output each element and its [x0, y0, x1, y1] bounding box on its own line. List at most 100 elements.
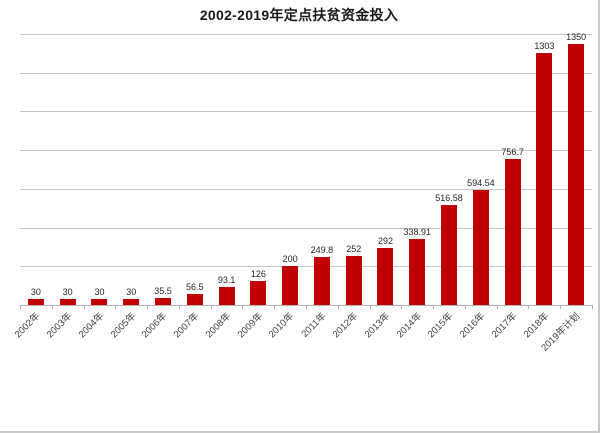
- value-label: 30: [94, 287, 105, 298]
- x-axis-label: 2008年: [203, 310, 234, 341]
- gridline: [20, 188, 592, 190]
- x-axis-label: 2007年: [171, 310, 202, 341]
- x-axis-label: 2013年: [362, 310, 392, 341]
- bar-slot: 30: [115, 34, 147, 305]
- value-label: 252: [346, 244, 362, 255]
- bar: [27, 299, 44, 305]
- value-label: 516.58: [435, 193, 463, 204]
- value-label: 594.54: [467, 177, 495, 188]
- x-axis-label: 2017年: [489, 310, 520, 341]
- gridline: [20, 150, 592, 152]
- value-label: 200: [282, 254, 298, 265]
- bar: [282, 266, 299, 305]
- bar: [536, 52, 553, 305]
- x-axis-label: 2004年: [76, 310, 106, 341]
- bar-slot: 1303: [529, 34, 561, 305]
- value-label: 292: [377, 236, 393, 247]
- bar: [504, 158, 521, 305]
- gridline: [20, 266, 592, 268]
- axis-tick: [369, 305, 371, 309]
- axis-tick: [51, 305, 53, 309]
- bar: [91, 299, 108, 305]
- axis-tick: [274, 305, 276, 309]
- axis-tick: [306, 305, 307, 309]
- bar-slot: 252: [338, 34, 370, 305]
- gridline: [20, 227, 592, 229]
- bar: [59, 299, 76, 305]
- gridline: [20, 111, 592, 113]
- bar: [186, 294, 203, 305]
- axis-tick: [242, 305, 244, 309]
- bar-slot: 30: [52, 34, 84, 305]
- x-axis-label: 2015年: [426, 310, 456, 341]
- bar-slot: 516.58: [433, 34, 465, 305]
- bar-slot: 594.54: [465, 34, 497, 305]
- bar: [568, 43, 585, 305]
- bar: [123, 299, 140, 305]
- axis-tick: [528, 305, 530, 309]
- axis-tick: [20, 305, 21, 309]
- axis-tick: [592, 305, 593, 309]
- bar-slot: 35.5: [147, 34, 179, 305]
- bar: [441, 205, 458, 305]
- bar-slot: 1350: [560, 32, 592, 305]
- x-axis-label: 2011年: [299, 310, 329, 340]
- bar-slot: 338.91: [401, 34, 433, 305]
- value-label: 30: [62, 287, 73, 298]
- x-axis-label: 2003年: [44, 310, 75, 341]
- bar-slot: 249.8: [306, 34, 338, 305]
- axis-tick: [337, 305, 339, 309]
- axis-tick: [83, 305, 85, 309]
- bar: [377, 248, 394, 305]
- axis-tick: [464, 305, 466, 309]
- axis-tick: [115, 305, 117, 309]
- axis-tick: [147, 305, 149, 309]
- value-label: 56.5: [186, 282, 204, 293]
- bar: [250, 280, 267, 305]
- value-label: 35.5: [154, 286, 172, 297]
- value-label: 93.1: [217, 274, 236, 285]
- plot-area: 30 30 30 30 35.5 56.5 93.1 126 200 249.8 252 292 338…: [20, 32, 593, 309]
- bar: [409, 239, 426, 305]
- bars-container: 30 30 30 30 35.5 56.5 93.1 126 200 249.8 252 292 338…: [20, 32, 592, 305]
- bar-slot: 93.1: [211, 34, 243, 305]
- value-label: 126: [250, 268, 266, 279]
- x-axis-labels: 2002年 2003年 2004年 2005年 2006年 2007年 2008年 2009年…: [13, 305, 592, 365]
- bar: [218, 286, 235, 305]
- bar: [313, 256, 330, 305]
- x-axis-label: 2018年: [521, 310, 551, 341]
- bar-slot: 30: [84, 34, 116, 305]
- x-axis-label: 2014年: [394, 310, 424, 341]
- value-label: 1303: [534, 40, 555, 51]
- x-axis-label: 2002年: [12, 310, 43, 341]
- bar: [155, 298, 172, 305]
- axis-tick: [496, 305, 498, 309]
- bar-slot: 56.5: [179, 34, 211, 305]
- value-label: 30: [126, 287, 137, 298]
- bar-slot: 200: [274, 34, 306, 305]
- bar-slot: 756.7: [497, 34, 529, 305]
- value-label: 249.8: [310, 244, 334, 255]
- x-axis-label: 2009年: [235, 310, 265, 341]
- bar-slot: 292: [370, 34, 402, 305]
- bar-slot: 126: [242, 34, 274, 305]
- value-label: 30: [30, 287, 41, 298]
- axis-tick: [178, 305, 180, 309]
- bar-slot: 30: [20, 34, 52, 305]
- axis-tick: [401, 305, 403, 309]
- axis-tick: [210, 305, 212, 309]
- value-label: 756.7: [501, 146, 524, 157]
- axis-tick: [560, 305, 562, 309]
- bar: [345, 256, 362, 305]
- chart-title: 2002-2019年定点扶贫资金投入: [199, 7, 399, 23]
- gridline: [20, 34, 592, 35]
- bar: [472, 189, 489, 305]
- x-axis-label: 2016年: [457, 310, 488, 341]
- x-axis-label: 2006年: [140, 310, 170, 341]
- x-axis-label: 2005年: [108, 310, 138, 341]
- axis-tick: [433, 305, 435, 309]
- x-axis-label: 2012年: [330, 310, 361, 341]
- gridline: [20, 72, 592, 74]
- x-axis-label: 2010年: [267, 310, 297, 341]
